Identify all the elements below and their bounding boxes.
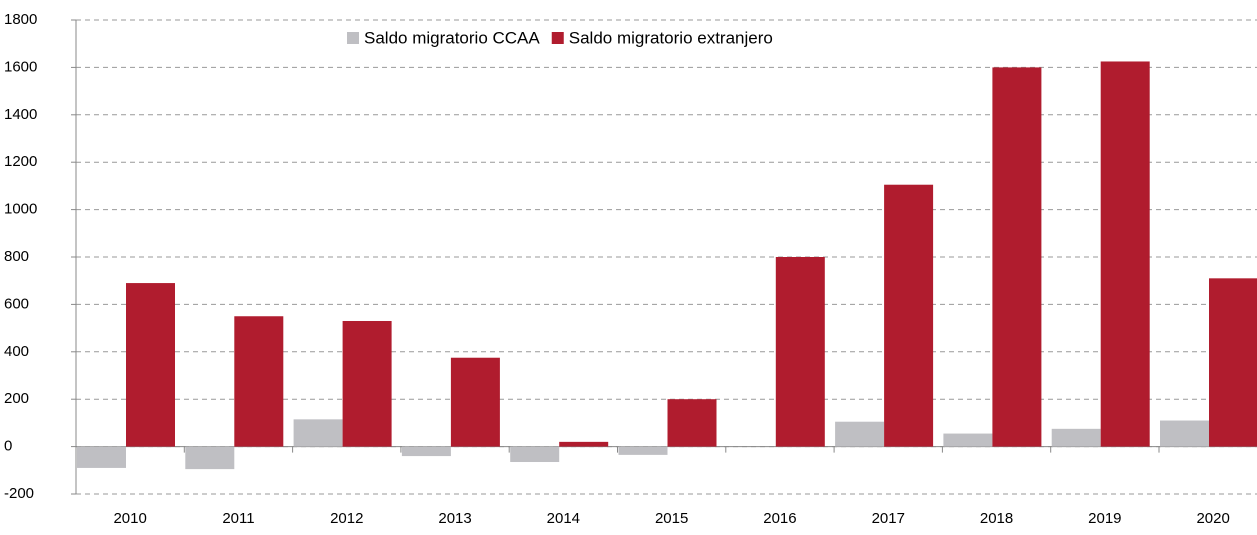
legend-swatch [347, 32, 359, 44]
bar [342, 320, 392, 447]
bar [559, 441, 609, 447]
x-tick-label: 2015 [655, 510, 688, 527]
bar [943, 433, 993, 447]
x-tick-label: 2017 [872, 510, 905, 527]
y-tick-label: 0 [4, 438, 12, 455]
y-tick-label: 1200 [4, 153, 37, 170]
x-tick-label: 2016 [763, 510, 796, 527]
bar [618, 446, 668, 455]
legend-label: Saldo migratorio CCAA [364, 28, 540, 47]
bar [1160, 420, 1209, 447]
bar [185, 446, 235, 470]
y-tick-label: 1600 [4, 58, 37, 75]
bar [234, 316, 284, 447]
y-tick-label: -200 [4, 485, 34, 502]
x-tick-label: 2020 [1196, 510, 1229, 527]
y-tick-label: 400 [4, 343, 29, 360]
y-tick-label: 1000 [4, 201, 37, 218]
x-tick-label: 2010 [113, 510, 146, 527]
legend-swatch [551, 32, 564, 44]
x-tick-label: 2014 [547, 510, 580, 527]
bar [1209, 278, 1257, 447]
bar [510, 446, 560, 463]
x-tick-label: 2011 [222, 510, 254, 527]
bar [1100, 61, 1150, 447]
bar [126, 283, 175, 447]
bar [77, 446, 126, 468]
bar [667, 399, 717, 447]
bar [450, 357, 500, 447]
bar [884, 184, 934, 447]
x-tick-label: 2013 [438, 510, 471, 527]
y-tick-label: 1400 [4, 106, 37, 123]
x-tick-label: 2019 [1088, 510, 1121, 527]
x-tick-label: 2018 [980, 510, 1013, 527]
y-tick-label: 800 [4, 248, 29, 265]
bar [401, 446, 451, 457]
bar [835, 421, 885, 447]
x-tick-label: 2012 [330, 510, 363, 527]
bar [775, 257, 825, 447]
bar [293, 419, 343, 447]
bar [992, 67, 1042, 447]
y-tick-label: 600 [4, 295, 29, 312]
legend-label: Saldo migratorio extranjero [569, 28, 773, 47]
bar [1051, 428, 1101, 447]
y-tick-label: 1800 [4, 11, 37, 28]
y-tick-label: 200 [4, 390, 29, 407]
